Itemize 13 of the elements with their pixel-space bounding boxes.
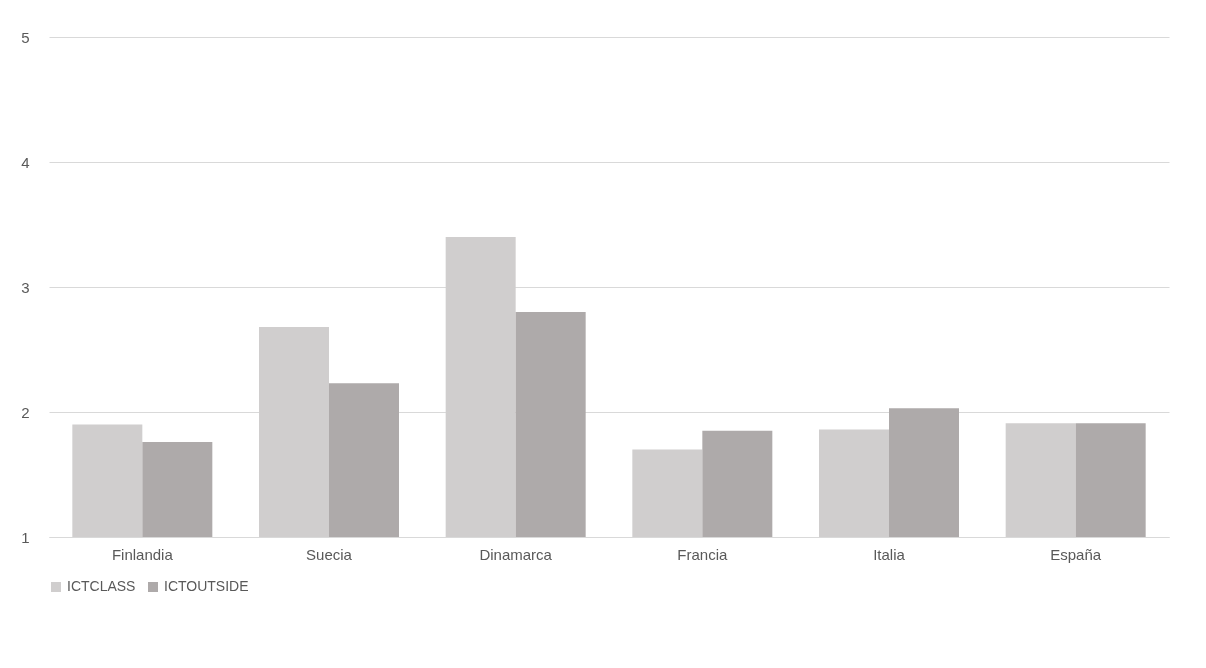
y-tick-label: 1	[21, 528, 30, 546]
y-tick-label: 4	[21, 153, 30, 171]
legend-label: ICTCLASS	[67, 578, 136, 594]
x-tick-label: Dinamarca	[479, 545, 553, 563]
y-tick-label: 5	[21, 28, 30, 46]
x-tick-label: España	[1050, 545, 1102, 563]
y-tick-label: 3	[21, 278, 30, 296]
x-tick-label: Italia	[873, 545, 906, 563]
x-tick-label: Finlandia	[111, 545, 174, 563]
x-tick-label: Suecia	[306, 545, 353, 563]
x-tick-label: Francia	[677, 545, 728, 563]
legend-label: ICTOUTSIDE	[164, 578, 249, 594]
y-tick-label: 2	[21, 403, 30, 421]
